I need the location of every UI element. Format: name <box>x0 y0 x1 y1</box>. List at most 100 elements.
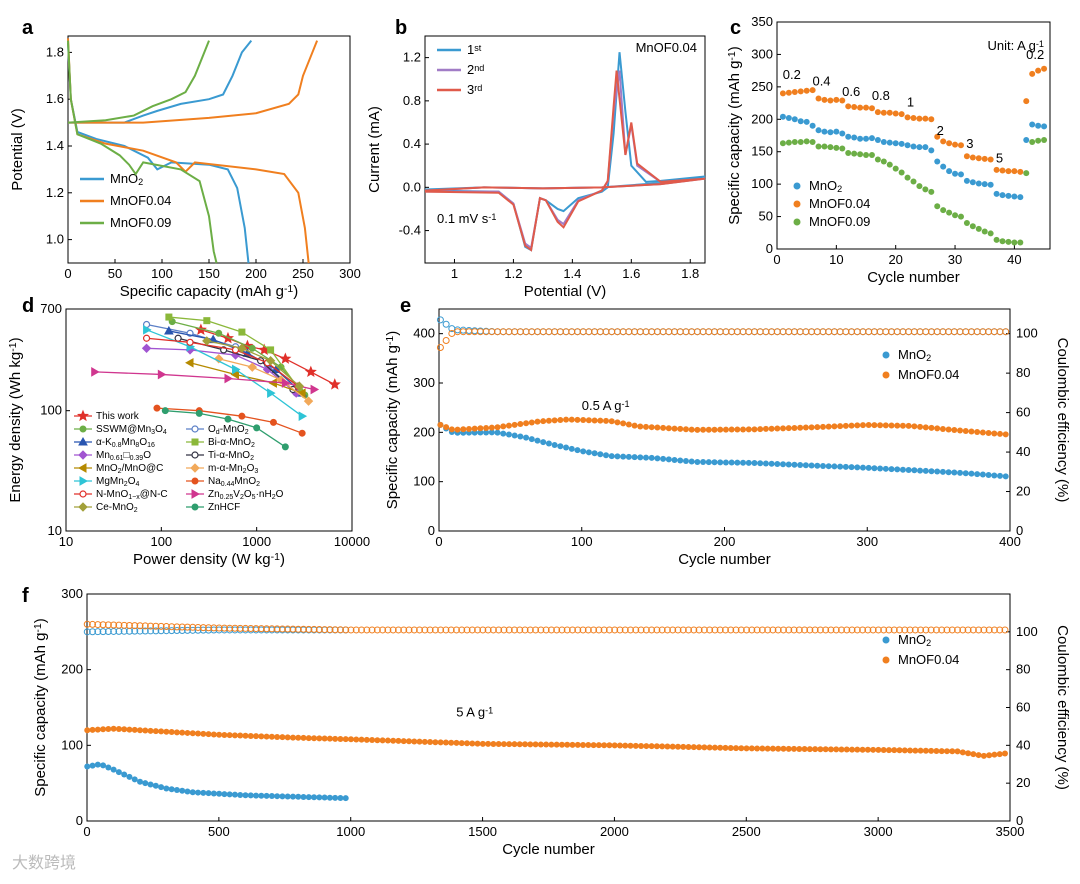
data-point <box>185 357 194 368</box>
text-span: SSWM@Mn <box>96 424 151 435</box>
capacity-point <box>168 729 175 736</box>
ce-point <box>394 626 402 634</box>
capacity-point <box>597 417 604 424</box>
ce-point <box>779 328 787 336</box>
capacity-point <box>677 457 684 464</box>
rate-label: 1 <box>907 94 914 109</box>
capacity-point <box>997 472 1004 479</box>
ce-point <box>474 626 482 634</box>
data-point <box>157 369 167 380</box>
ce-point <box>830 328 838 336</box>
capacity-point <box>632 742 639 749</box>
capacity-point <box>545 417 552 424</box>
ce-point <box>510 626 518 634</box>
capacity-point <box>979 471 986 478</box>
capacity-point <box>928 747 935 754</box>
capacity-point <box>751 426 758 433</box>
capacity-point <box>316 794 323 801</box>
data-point <box>845 133 852 140</box>
capacity-point <box>94 761 101 768</box>
data-point <box>281 378 291 388</box>
ce-point <box>773 328 781 336</box>
capacity-point <box>825 463 832 470</box>
rate-label: 2 <box>937 123 944 138</box>
ce-point <box>753 626 761 634</box>
capacity-point <box>808 462 815 469</box>
legend-label: MnOF0.09 <box>110 215 171 230</box>
capacity-point <box>740 426 747 433</box>
capacity-point <box>943 748 950 755</box>
capacity-point <box>263 792 270 799</box>
text-span: Mn <box>96 450 110 461</box>
x-tick-label: 1 <box>451 266 458 281</box>
ce-point <box>363 626 371 634</box>
data-point <box>79 425 87 433</box>
data-point <box>922 144 929 151</box>
ce-point <box>721 626 729 634</box>
data-point <box>165 313 173 321</box>
ce-point <box>368 626 376 634</box>
plot-frame <box>424 35 706 264</box>
ce-point <box>711 328 719 336</box>
capacity-point <box>991 430 998 437</box>
text-span: Cycle number <box>502 841 595 858</box>
panel-label: a <box>22 17 34 39</box>
capacity-point <box>768 460 775 467</box>
sub-span: 2 <box>926 638 931 648</box>
panel-label: b <box>395 17 407 39</box>
y-tick-label: 700 <box>40 301 62 316</box>
data-point <box>833 128 840 135</box>
sup-span: -1 <box>384 336 396 345</box>
series-line-8 <box>218 358 309 402</box>
capacity-point <box>631 422 638 429</box>
data-point <box>1029 70 1036 77</box>
x-tick-label: 100 <box>571 534 593 549</box>
capacity-point <box>757 460 764 467</box>
capacity-point <box>819 423 826 430</box>
sup-span: st <box>474 43 482 53</box>
ce-point <box>489 626 497 634</box>
ce-point <box>679 626 687 634</box>
capacity-point <box>905 422 912 429</box>
capacity-point <box>126 726 133 733</box>
capacity-point <box>590 742 597 749</box>
ce-point <box>619 328 627 336</box>
y2-axis-label: Coulombic efficiency (%) <box>1054 338 1071 503</box>
sub-span: 2 <box>245 429 249 436</box>
text-span: MnOF0.04 <box>809 196 870 211</box>
capacity-point <box>115 726 122 733</box>
ce-point <box>556 328 564 336</box>
legend-label: 1st <box>467 42 482 57</box>
ce-point <box>605 626 613 634</box>
ce-point <box>183 623 191 631</box>
capacity-point <box>353 736 360 743</box>
ce-point <box>933 328 941 336</box>
data-point <box>91 367 100 377</box>
capacity-point <box>516 741 523 748</box>
data-point <box>886 109 893 116</box>
data-point <box>880 158 887 165</box>
capacity-point <box>700 426 707 433</box>
capacity-point <box>659 743 666 750</box>
ce-point <box>865 328 873 336</box>
ce-point <box>147 622 155 630</box>
data-point <box>845 103 852 110</box>
x-tick-label: 1.6 <box>622 266 640 281</box>
data-point <box>1023 170 1030 177</box>
y-tick-label: 300 <box>413 375 435 390</box>
capacity-point <box>279 793 286 800</box>
capacity-point <box>738 745 745 752</box>
ce-point <box>837 626 845 634</box>
capacity-point <box>580 448 587 455</box>
data-point <box>981 155 988 162</box>
capacity-point <box>711 744 718 751</box>
capacity-point <box>311 794 318 801</box>
text-span: α-K <box>96 437 112 448</box>
capacity-point <box>326 794 333 801</box>
y-tick-label: 200 <box>61 662 83 677</box>
ce-point <box>410 626 418 634</box>
sub-span: d <box>216 429 220 436</box>
legend-label: m-α-Mn2O3 <box>208 463 258 475</box>
panel-label: d <box>22 295 34 317</box>
ce-point <box>658 626 666 634</box>
